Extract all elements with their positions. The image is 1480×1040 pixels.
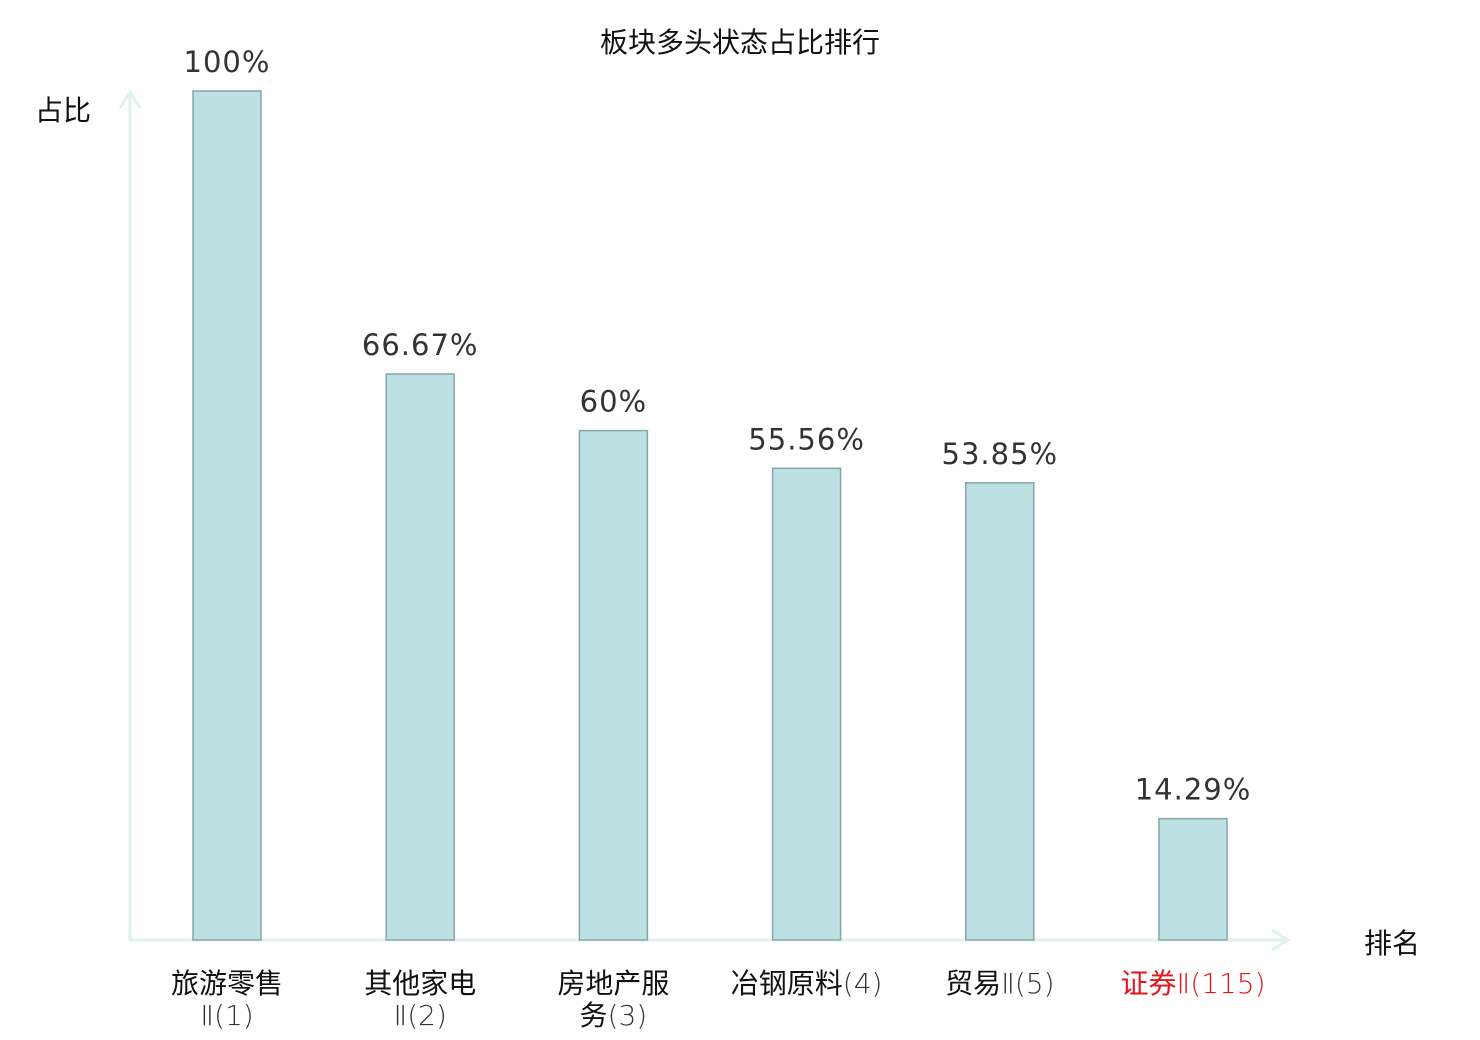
category-label: 冶钢原料(4) — [731, 967, 883, 1000]
category-label: 证券Ⅱ(115) — [1120, 967, 1265, 1000]
category-label-part: 其他家电 — [364, 967, 476, 1000]
bar — [578, 429, 649, 941]
bar — [771, 467, 842, 941]
category-label-part: Ⅱ(1) — [200, 999, 253, 1032]
bar — [1158, 817, 1228, 941]
category-label: 旅游零售 Ⅱ(1) — [171, 967, 283, 1032]
x-axis-label: 排名 — [1364, 927, 1420, 960]
value-labels-group: 100% 66.67% 60% 55.56% 53.85% 14.29% — [184, 45, 1252, 807]
category-label: 贸易Ⅱ(5) — [945, 967, 1054, 1000]
category-label-part: (3) — [608, 999, 648, 1032]
category-label-part: 房地产服 — [557, 967, 669, 1000]
bar-value-label: 60% — [580, 385, 647, 419]
category-label-part: (4) — [843, 967, 883, 1000]
y-axis-label: 占比 — [35, 94, 91, 127]
bar — [192, 90, 262, 941]
bar-value-label: 100% — [184, 45, 271, 79]
category-label: 房地产服务(3) — [557, 967, 669, 1032]
category-label-part: Ⅱ(115) — [1176, 967, 1265, 1000]
category-label-part: Ⅱ(2) — [393, 999, 446, 1032]
bar-value-label: 14.29% — [1135, 773, 1252, 807]
bar — [385, 373, 455, 941]
bars-group — [192, 90, 1228, 941]
category-label-part: 证券 — [1120, 967, 1176, 1000]
category-labels-group: 旅游零售 Ⅱ(1)其他家电 Ⅱ(2)房地产服务(3)冶钢原料(4) 贸易Ⅱ(5) 证券Ⅱ… — [171, 967, 1266, 1032]
category-label-part: Ⅱ(5) — [1001, 967, 1054, 1000]
category-label-part: 务 — [580, 999, 608, 1032]
x-axis — [130, 928, 1291, 952]
category-label-part: 冶钢原料 — [731, 967, 843, 1000]
category-label-part: 旅游零售 — [171, 967, 283, 1000]
chart-title: 板块多头状态占比排行 — [600, 26, 880, 59]
bar — [965, 482, 1035, 941]
category-label-part: 贸易 — [945, 967, 1001, 1000]
category-label: 其他家电 Ⅱ(2) — [364, 967, 476, 1032]
y-axis — [118, 89, 142, 940]
bar-value-label: 53.85% — [942, 437, 1059, 471]
bar-value-label: 55.56% — [748, 422, 865, 456]
bar-value-label: 66.67% — [362, 328, 479, 362]
